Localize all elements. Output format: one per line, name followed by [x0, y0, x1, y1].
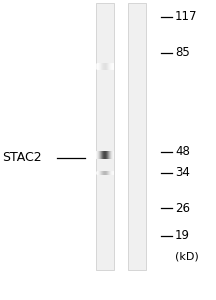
Bar: [128, 3, 146, 270]
Text: 85: 85: [175, 46, 190, 59]
Bar: [95, 3, 114, 270]
Text: 117: 117: [175, 10, 197, 23]
Text: 26: 26: [175, 202, 190, 215]
Text: 34: 34: [175, 166, 190, 179]
Text: 19: 19: [175, 229, 190, 242]
Text: 48: 48: [175, 145, 190, 158]
Text: STAC2: STAC2: [2, 151, 42, 164]
Text: (kD): (kD): [175, 251, 199, 262]
